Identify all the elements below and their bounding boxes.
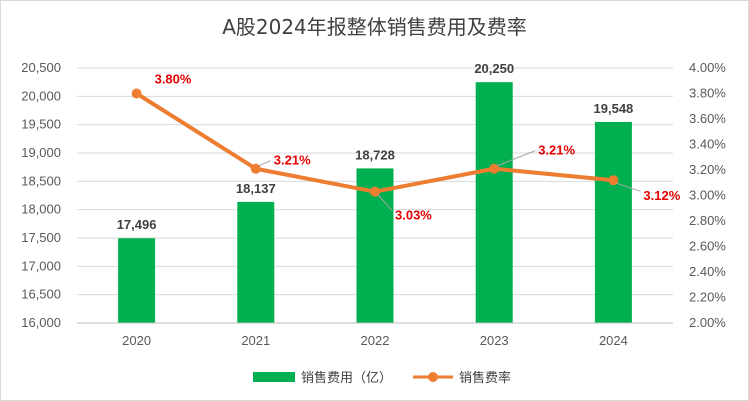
right-axis-tick-label: 3.00% — [689, 188, 726, 203]
bar-value-label: 18,728 — [355, 147, 395, 162]
right-axis-tick-label: 4.00% — [689, 60, 726, 75]
left-axis-tick-label: 19,500 — [21, 117, 61, 132]
right-axis-tick-label: 3.40% — [689, 137, 726, 152]
rate-marker — [608, 175, 619, 186]
legend-label: 销售费用（亿） — [301, 370, 392, 386]
x-axis-tick-label: 2024 — [599, 333, 628, 348]
bar — [594, 121, 632, 324]
bar-value-label: 19,548 — [594, 101, 634, 116]
rate-value-label: 3.03% — [395, 208, 432, 223]
left-axis-tick-label: 16,500 — [21, 287, 61, 302]
x-axis-tick-label: 2023 — [480, 333, 509, 348]
left-axis-tick-label: 18,000 — [21, 202, 61, 217]
left-axis-tick-label: 17,500 — [21, 230, 61, 245]
right-axis-tick-label: 2.60% — [689, 239, 726, 254]
right-axis-tick-label: 3.60% — [689, 111, 726, 126]
label-leader-line — [377, 194, 393, 212]
right-axis-tick-label: 2.00% — [689, 315, 726, 330]
rate-value-label: 3.12% — [643, 188, 680, 203]
left-axis-tick-label: 16,000 — [21, 315, 61, 330]
rate-marker — [250, 163, 261, 174]
label-leader-line — [497, 150, 536, 167]
right-axis-tick-label: 2.20% — [689, 290, 726, 305]
chart-title: A股2024年报整体销售费用及费率 — [222, 15, 527, 39]
left-axis-tick-label: 18,500 — [21, 173, 61, 188]
right-axis-tick-label: 3.20% — [689, 162, 726, 177]
left-axis-tick-label: 19,000 — [21, 145, 61, 160]
left-axis-tick-label: 20,500 — [21, 60, 61, 75]
left-axis-tick-label: 20,000 — [21, 88, 61, 103]
rate-value-label: 3.21% — [538, 143, 575, 158]
rate-value-label: 3.80% — [155, 72, 192, 87]
label-leader-line — [616, 182, 641, 192]
bar-value-label: 17,496 — [117, 217, 157, 232]
x-axis-tick-label: 2020 — [122, 333, 151, 348]
legend-line-marker — [428, 372, 438, 382]
rate-value-label: 3.21% — [274, 153, 311, 168]
rate-marker — [131, 88, 142, 99]
legend-bar-swatch — [253, 372, 295, 382]
rate-marker — [489, 163, 500, 174]
legend-label: 销售费率 — [459, 370, 511, 386]
x-axis-tick-label: 2022 — [361, 333, 390, 348]
bar — [237, 201, 275, 323]
right-axis-tick-label: 2.40% — [689, 264, 726, 279]
bar-value-label: 20,250 — [474, 61, 514, 76]
bar — [118, 238, 156, 323]
right-axis-tick-label: 2.80% — [689, 213, 726, 228]
bar-value-label: 18,137 — [236, 181, 276, 196]
rate-marker — [370, 186, 380, 197]
right-axis-tick-label: 3.80% — [689, 86, 726, 101]
left-axis-tick-label: 17,000 — [21, 258, 61, 273]
x-axis-tick-label: 2021 — [241, 333, 270, 348]
label-leader-line — [258, 160, 271, 167]
bar — [475, 82, 513, 324]
